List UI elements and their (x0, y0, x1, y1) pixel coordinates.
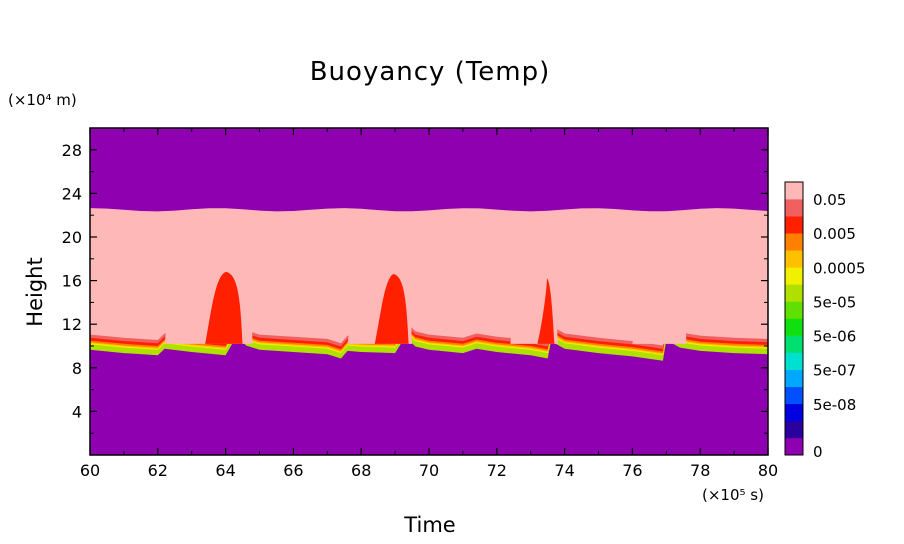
x-tick-label: 74 (554, 461, 574, 480)
x-unit-label: (×10⁵ s) (702, 486, 764, 504)
x-tick-label: 80 (758, 461, 778, 480)
colorbar-swatch (785, 318, 803, 336)
x-tick-label: 70 (419, 461, 439, 480)
y-tick-label: 16 (62, 272, 82, 291)
colorbar-swatch (785, 182, 803, 200)
colorbar-swatch (785, 216, 803, 234)
colorbar-label: 0.05 (813, 191, 846, 209)
colorbar-swatch (785, 335, 803, 353)
x-axis: 60 62 64 66 68 70 72 74 76 78 80 (80, 128, 778, 480)
colorbar-swatch (785, 403, 803, 422)
y-tick-label: 20 (62, 228, 82, 247)
x-tick-label: 60 (80, 461, 100, 480)
x-tick-label: 62 (148, 461, 168, 480)
colorbar-label: 5e-07 (813, 362, 856, 380)
x-tick-label: 76 (622, 461, 642, 480)
colorbar-label: 5e-08 (813, 396, 856, 414)
colorbar-swatch (785, 437, 803, 456)
x-axis-label: Time (403, 513, 455, 537)
colorbar-swatch (785, 233, 803, 251)
plume-6 (632, 271, 687, 344)
colorbar-swatch (785, 301, 803, 319)
y-tick-label: 12 (62, 315, 82, 334)
colorbar-label: 0.005 (813, 225, 856, 243)
plume-3 (374, 274, 409, 344)
y-tick-label: 28 (62, 141, 82, 160)
chart-title: Buoyancy (Temp) (310, 57, 551, 87)
y-tick-label: 24 (62, 184, 82, 203)
x-tick-label: 78 (690, 461, 710, 480)
colorbar-swatch (785, 250, 803, 268)
plot-area (89, 127, 769, 456)
x-tick-label: 68 (351, 461, 371, 480)
x-tick-label: 72 (487, 461, 507, 480)
colorbar-swatch (785, 386, 803, 405)
x-tick-label: 64 (215, 461, 235, 480)
y-tick-label: 8 (72, 359, 82, 378)
y-axis-label: Height (23, 257, 47, 326)
colorbar-label: 5e-06 (813, 328, 856, 346)
colorbar-swatch (785, 199, 803, 217)
inversion-band-5 (90, 329, 768, 361)
colorbar-frame (784, 181, 804, 456)
plume-1 (205, 271, 243, 344)
y-tick-label: 4 (72, 402, 82, 421)
colorbar-swatch (785, 352, 803, 370)
y-unit-label: (×10⁴ m) (8, 91, 77, 109)
colorbar-swatch (785, 420, 803, 439)
x-tick-label: 66 (283, 461, 303, 480)
colorbar-label: 5e-05 (813, 293, 856, 311)
colorbar-swatch (785, 267, 803, 285)
colorbar-swatch (785, 284, 803, 302)
colorbar-swatch (785, 369, 803, 388)
plume-5 (537, 278, 555, 344)
colorbar-label: 0 (813, 443, 823, 461)
upper-region (90, 208, 768, 353)
y-axis: 4 8 12 16 20 24 28 (62, 141, 768, 434)
colorbar-label: 0.0005 (813, 259, 866, 277)
colorbar: 0 5e-08 5e-07 5e-06 5e-05 0.0005 0.005 0.05 (784, 181, 866, 461)
